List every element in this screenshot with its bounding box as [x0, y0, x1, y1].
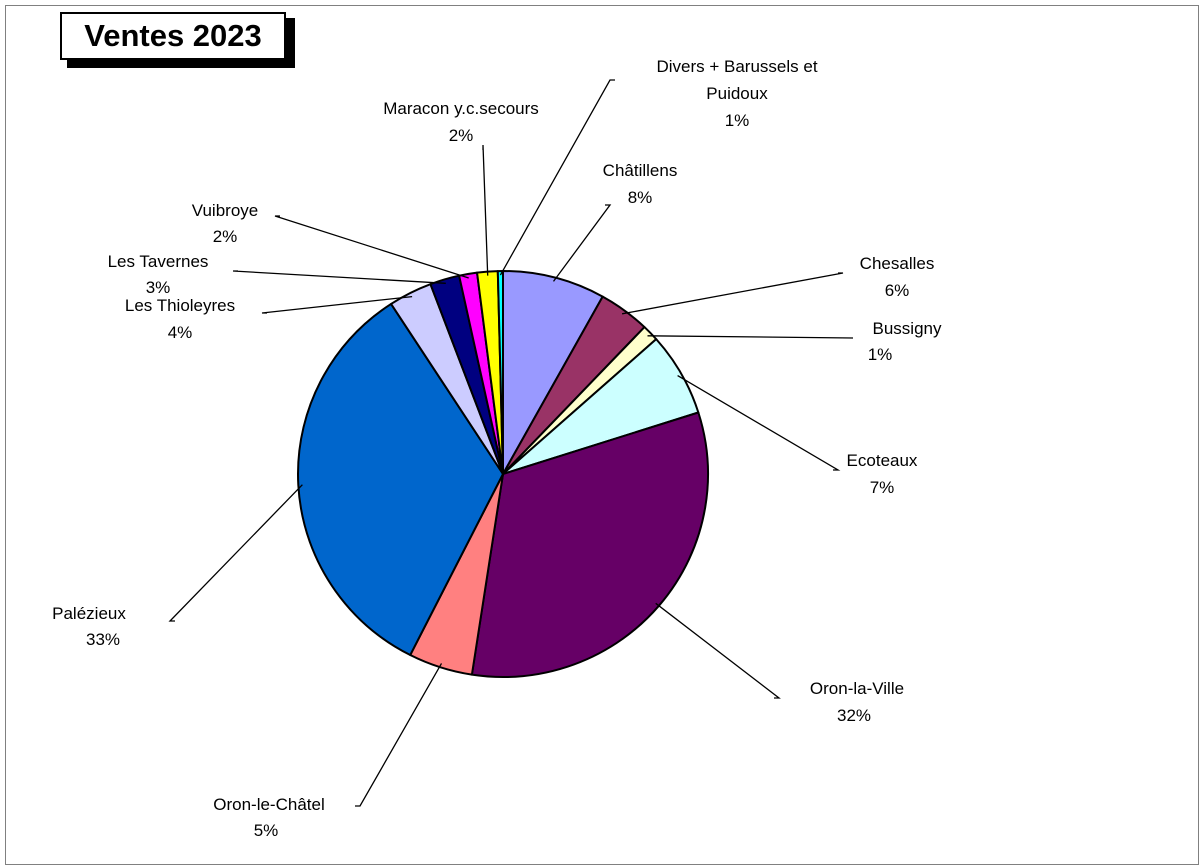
leader-line-9 [232, 270, 446, 284]
leader-line-8 [261, 295, 413, 314]
slice-name-label: Bussigny [873, 319, 942, 338]
leader-line-1 [552, 204, 612, 282]
slice-name-label: Palézieux [52, 604, 126, 623]
slice-name-label: Vuibroye [192, 201, 258, 220]
slice-percent-label: 3% [146, 278, 171, 297]
leader-line-10 [274, 215, 469, 279]
slice-name-label: Les Thioleyres [125, 296, 235, 315]
leader-line-4 [677, 375, 841, 471]
slice-name-label: Chesalles [860, 254, 935, 273]
slice-percent-label: 32% [837, 706, 871, 725]
slice-percent-label: 1% [868, 345, 893, 364]
leader-line-12 [499, 79, 615, 276]
slice-percent-label: 6% [885, 281, 910, 300]
chart-title: Ventes 2023 [60, 12, 286, 60]
slice-percent-label: 5% [254, 821, 279, 840]
leader-line-2 [621, 272, 844, 315]
slice-percent-label: 1% [725, 111, 750, 130]
slice-name-label: Châtillens [603, 161, 678, 180]
slice-name-label: Les Tavernes [108, 252, 209, 271]
slice-name-label: Divers + Barussels et [656, 57, 817, 76]
slice-name-label: Oron-la-Ville [810, 679, 904, 698]
pie-slice-7 [297, 302, 504, 657]
pie-slice-1 [502, 270, 604, 475]
slice-percent-label: 7% [870, 478, 895, 497]
slice-name-label: Ecoteaux [847, 451, 918, 470]
slice-name-label: Maracon y.c.secours [383, 99, 539, 118]
leader-line-5 [655, 602, 781, 699]
slice-percent-label: 2% [213, 227, 238, 246]
leader-line-7 [168, 484, 303, 622]
slice-percent-label: 2% [449, 126, 474, 145]
slice-name-label: Oron-le-Châtel [213, 795, 325, 814]
slice-name-label: Puidoux [706, 84, 768, 103]
slice-percent-label: 8% [628, 188, 653, 207]
leader-line-3 [647, 335, 854, 339]
slice-percent-label: 33% [86, 630, 120, 649]
leader-line-6 [355, 663, 443, 807]
leader-line-11 [482, 144, 489, 276]
slice-percent-label: 4% [168, 323, 193, 342]
